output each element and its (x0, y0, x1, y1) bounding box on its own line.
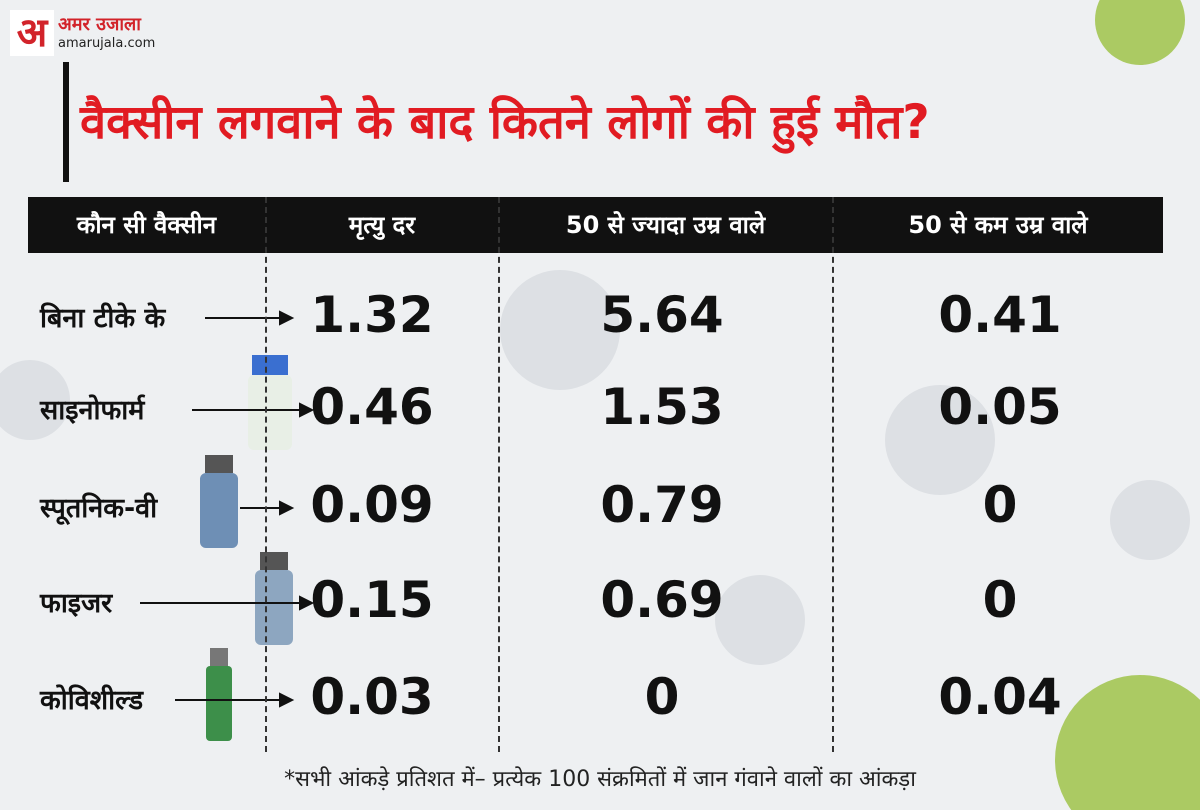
cell-value: 0.03 (310, 668, 434, 726)
header-cell: 50 से ज्यादा उम्र वाले (565, 211, 766, 239)
cell-value: 0.09 (310, 476, 434, 534)
column-divider (832, 197, 834, 752)
row-label: स्पूतनिक-वी (40, 493, 158, 524)
cell-value: 0.69 (600, 571, 724, 629)
cell-value: 0 (644, 668, 680, 726)
row-label: साइनोफार्म (40, 395, 145, 426)
header-cell: 50 से कम उम्र वाले (908, 211, 1088, 239)
vials (200, 355, 293, 741)
logo-name: अमर उजाला (58, 14, 141, 35)
cell-value: 0.46 (310, 378, 434, 436)
row-label: फाइजर (40, 588, 113, 619)
cell-value: 0.15 (310, 571, 434, 629)
cell-value: 1.53 (600, 378, 724, 436)
header-cell: मृत्यु दर (348, 211, 416, 239)
cell-value: 0.41 (938, 286, 1062, 344)
cell-value: 1.32 (310, 286, 434, 344)
logo-mark: अ (10, 10, 54, 56)
column-divider (265, 197, 267, 752)
cell-value: 5.64 (600, 286, 724, 344)
table-header (28, 197, 1163, 253)
row-label: कोविशील्ड (40, 685, 144, 716)
cell-value: 0 (982, 476, 1018, 534)
logo-site: amarujala.com (58, 36, 156, 51)
cell-value: 0.05 (938, 378, 1062, 436)
footnote: *सभी आंकड़े प्रतिशत में– प्रत्येक 100 सं… (284, 767, 916, 792)
title: वैक्सीन लगवाने के बाद कितने लोगों की हुई… (80, 95, 930, 150)
cell-value: 0 (982, 571, 1018, 629)
column-divider (498, 197, 500, 752)
cell-value: 0.79 (600, 476, 724, 534)
header-cell: कौन सी वैक्सीन (76, 211, 217, 239)
title-bar (63, 62, 69, 182)
cell-value: 0.04 (938, 668, 1062, 726)
row-label: बिना टीके के (40, 303, 166, 334)
